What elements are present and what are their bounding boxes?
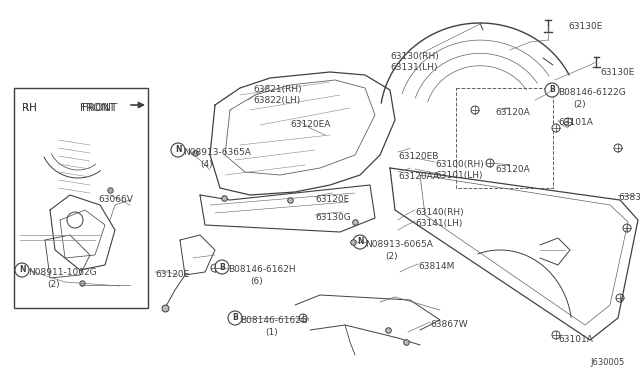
Text: RH: RH <box>22 103 37 113</box>
Text: 63066V: 63066V <box>98 195 133 204</box>
Text: 63814M: 63814M <box>418 262 454 271</box>
Text: (2): (2) <box>47 280 60 289</box>
Circle shape <box>614 144 622 152</box>
Text: 63130E: 63130E <box>568 22 602 31</box>
Circle shape <box>228 311 242 325</box>
Text: 63120EA: 63120EA <box>290 120 330 129</box>
Circle shape <box>616 294 624 302</box>
Circle shape <box>471 106 479 114</box>
Text: 63130(RH): 63130(RH) <box>390 52 439 61</box>
Circle shape <box>211 264 219 272</box>
Circle shape <box>552 331 560 339</box>
Text: B: B <box>549 86 555 94</box>
Text: 63101A: 63101A <box>558 335 593 344</box>
Text: (2): (2) <box>573 100 586 109</box>
Circle shape <box>299 314 307 322</box>
Circle shape <box>623 224 631 232</box>
Circle shape <box>564 118 572 126</box>
Text: 63140(RH): 63140(RH) <box>415 208 463 217</box>
Text: 63821(RH): 63821(RH) <box>253 85 301 94</box>
Bar <box>14 88 148 308</box>
Circle shape <box>215 260 229 274</box>
Text: N08913-6365A: N08913-6365A <box>183 148 251 157</box>
Text: N08911-1062G: N08911-1062G <box>28 268 97 277</box>
Circle shape <box>353 235 367 249</box>
Text: 63120EB: 63120EB <box>398 152 438 161</box>
Text: 63131(LH): 63131(LH) <box>390 63 438 72</box>
Text: 63867W: 63867W <box>430 320 468 329</box>
Text: RH: RH <box>22 103 37 113</box>
Circle shape <box>171 143 185 157</box>
Text: B: B <box>232 314 238 323</box>
Text: 63120A: 63120A <box>495 165 530 174</box>
Text: B: B <box>219 263 225 272</box>
Text: B08146-6122G: B08146-6122G <box>558 88 626 97</box>
Text: FRONT: FRONT <box>80 103 115 113</box>
Text: (2): (2) <box>385 252 397 261</box>
Text: 63101A: 63101A <box>558 118 593 127</box>
Circle shape <box>552 124 560 132</box>
Text: N08913-6065A: N08913-6065A <box>365 240 433 249</box>
Text: N: N <box>19 266 25 275</box>
Text: 63822(LH): 63822(LH) <box>253 96 300 105</box>
Text: J630005: J630005 <box>590 358 624 367</box>
Text: B08146-6162H: B08146-6162H <box>228 265 296 274</box>
Text: 63141(LH): 63141(LH) <box>415 219 462 228</box>
Bar <box>456 88 553 188</box>
Text: 63830J: 63830J <box>618 193 640 202</box>
Text: 63120E: 63120E <box>155 270 189 279</box>
Text: 63120AA: 63120AA <box>398 172 439 181</box>
Text: FRONT: FRONT <box>82 103 117 113</box>
Text: N: N <box>356 237 364 247</box>
Text: (4): (4) <box>200 160 212 169</box>
Text: 63101(LH): 63101(LH) <box>435 171 483 180</box>
Text: N: N <box>175 145 181 154</box>
Text: 63130E: 63130E <box>600 68 634 77</box>
Text: 63100(RH): 63100(RH) <box>435 160 484 169</box>
Text: (1): (1) <box>265 328 278 337</box>
Text: 63130G: 63130G <box>315 213 351 222</box>
Circle shape <box>486 159 494 167</box>
Text: 63120A: 63120A <box>495 108 530 117</box>
Text: 63120E: 63120E <box>315 195 349 204</box>
Text: B08146-6162G: B08146-6162G <box>240 316 308 325</box>
Circle shape <box>545 83 559 97</box>
Circle shape <box>15 263 29 277</box>
Text: (6): (6) <box>250 277 263 286</box>
